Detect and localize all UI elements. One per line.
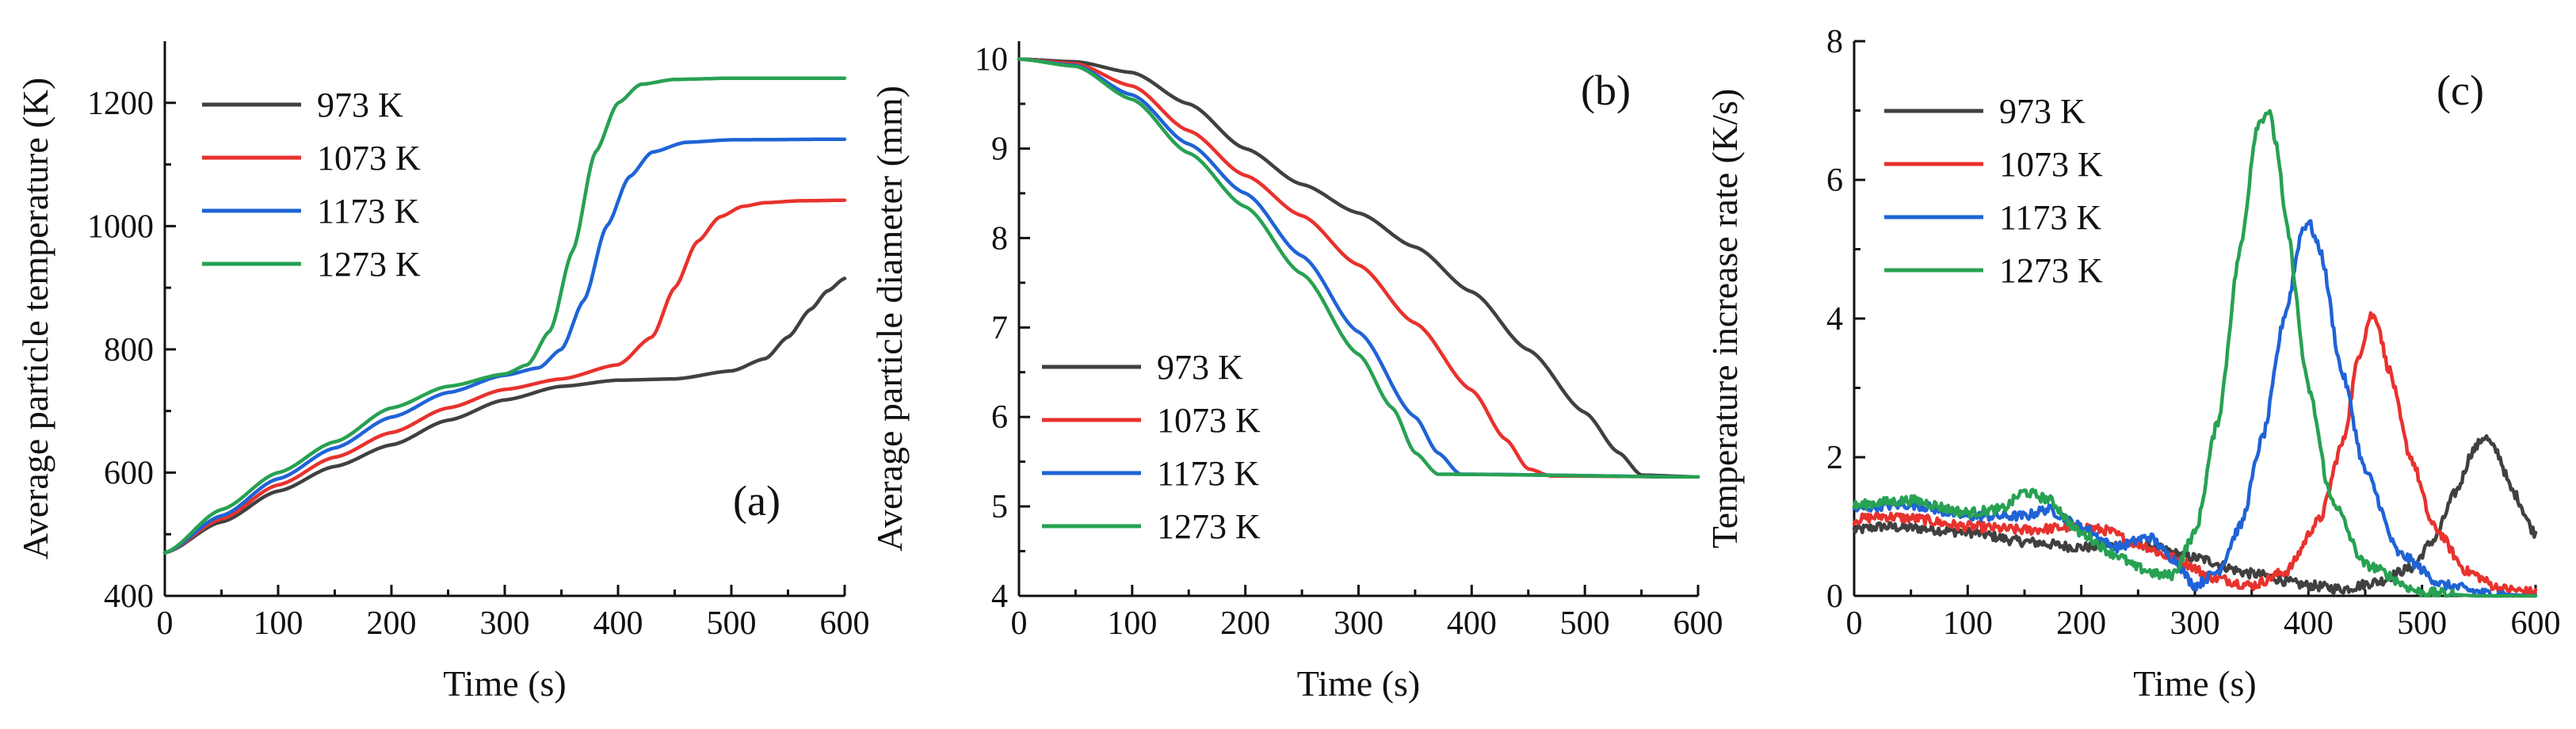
panel-b-x-tick-label: 300 [1334,605,1383,642]
panel-c-x-tick-label: 300 [2170,605,2220,642]
panel-a-y-tick-label: 600 [104,455,154,491]
panel-a-x-tick-label: 200 [367,605,417,642]
panel-b-x-tick-label: 100 [1107,605,1157,642]
panel-b-x-tick-label: 600 [1673,605,1723,642]
panel-b-x-tick-label: 500 [1560,605,1610,642]
panel-c-y-tick-label: 8 [1826,24,1843,60]
panel-c-legend-label: 1173 K [1999,198,2101,237]
panel-a-legend-label: 1173 K [317,192,419,231]
panel-b-series-1173k [1017,57,1700,479]
panel-a-legend-label: 973 K [317,86,403,124]
panel-c-series-1273k [1852,109,2538,598]
panel-a-series-973k [162,277,847,555]
panel-c-legend-label: 1273 K [1999,251,2103,290]
panel-a-x-tick-label: 300 [480,605,530,642]
panel-b-series-1073k [1017,57,1700,479]
panel-c-y-tick-label: 2 [1826,440,1843,476]
panel-c-x-tick-label: 600 [2511,605,2561,642]
panel-b-x-tick-label: 200 [1220,605,1270,642]
panel-b-y-tick-label: 6 [991,399,1008,436]
panel-b-y-tick-label: 5 [991,489,1008,525]
panel-b-x-axis-title: Time (s) [1297,663,1421,704]
panel-a-x-axis-title: Time (s) [443,663,567,704]
panel-a-x-tick-label: 0 [157,605,174,642]
panel-a-x-tick-label: 500 [707,605,757,642]
panel-b-legend-label: 1273 K [1157,507,1261,546]
panel-b-x-tick-label: 0 [1011,605,1028,642]
panel-b-x-tick-label: 400 [1447,605,1497,642]
panel-a-y-axis-title: Average particle temperature (K) [15,78,55,559]
panel-b-legend-label: 973 K [1157,348,1243,387]
panel-c-x-tick-label: 0 [1846,605,1863,642]
panel-a-y-tick-label: 1200 [87,86,154,122]
panel-b-y-tick-label: 9 [991,131,1008,167]
panel-a-x-tick-label: 100 [254,605,303,642]
panel-a-legend-label: 1073 K [317,139,421,177]
panel-c-x-tick-label: 100 [1943,605,1993,642]
panel-c-y-tick-label: 6 [1826,162,1843,199]
panel-c-x-tick-label: 500 [2397,605,2447,642]
panel-b-y-tick-label: 7 [991,310,1008,346]
panel-b-y-tick-label: 10 [975,42,1008,78]
panel-a-label: (a) [733,477,780,525]
panel-a-y-tick-label: 1000 [87,208,154,245]
panel-a-x-tick-label: 400 [593,605,643,642]
panel-c-series-973k [1852,433,2538,595]
panel-c-x-tick-label: 400 [2284,605,2334,642]
panel-b-label: (b) [1581,67,1631,114]
panel-c-y-tick-label: 0 [1826,578,1843,615]
panel-b-series-973k [1017,57,1700,479]
panel-b-legend-label: 1073 K [1157,401,1261,440]
panel-c-label: (c) [2437,67,2484,114]
panel-b-series-1273k [1017,57,1700,479]
panel-b-y-axis-title: Average particle diameter (mm) [869,86,910,552]
panel-c-x-tick-label: 200 [2056,605,2106,642]
panel-c-legend-label: 973 K [1999,92,2086,131]
panel-a-x-tick-label: 600 [820,605,870,642]
panel-a-series-1273k [162,76,847,555]
panel-c-y-tick-label: 4 [1826,301,1843,338]
panel-c-series-1073k [1852,311,2538,597]
panel-c-y-axis-title: Temperature increase rate (K/s) [1704,89,1745,548]
panel-b-y-tick-label: 8 [991,220,1008,257]
panel-c-x-axis-title: Time (s) [2133,663,2257,704]
panel-c-legend-label: 1073 K [1999,145,2103,184]
panel-a-y-tick-label: 400 [104,578,154,615]
panel-b-y-tick-label: 4 [991,578,1008,615]
panel-a-y-tick-label: 800 [104,332,154,368]
panel-a-series-1073k [162,198,847,555]
panel-b-legend-label: 1173 K [1157,454,1259,493]
panel-a-legend-label: 1273 K [317,245,421,284]
